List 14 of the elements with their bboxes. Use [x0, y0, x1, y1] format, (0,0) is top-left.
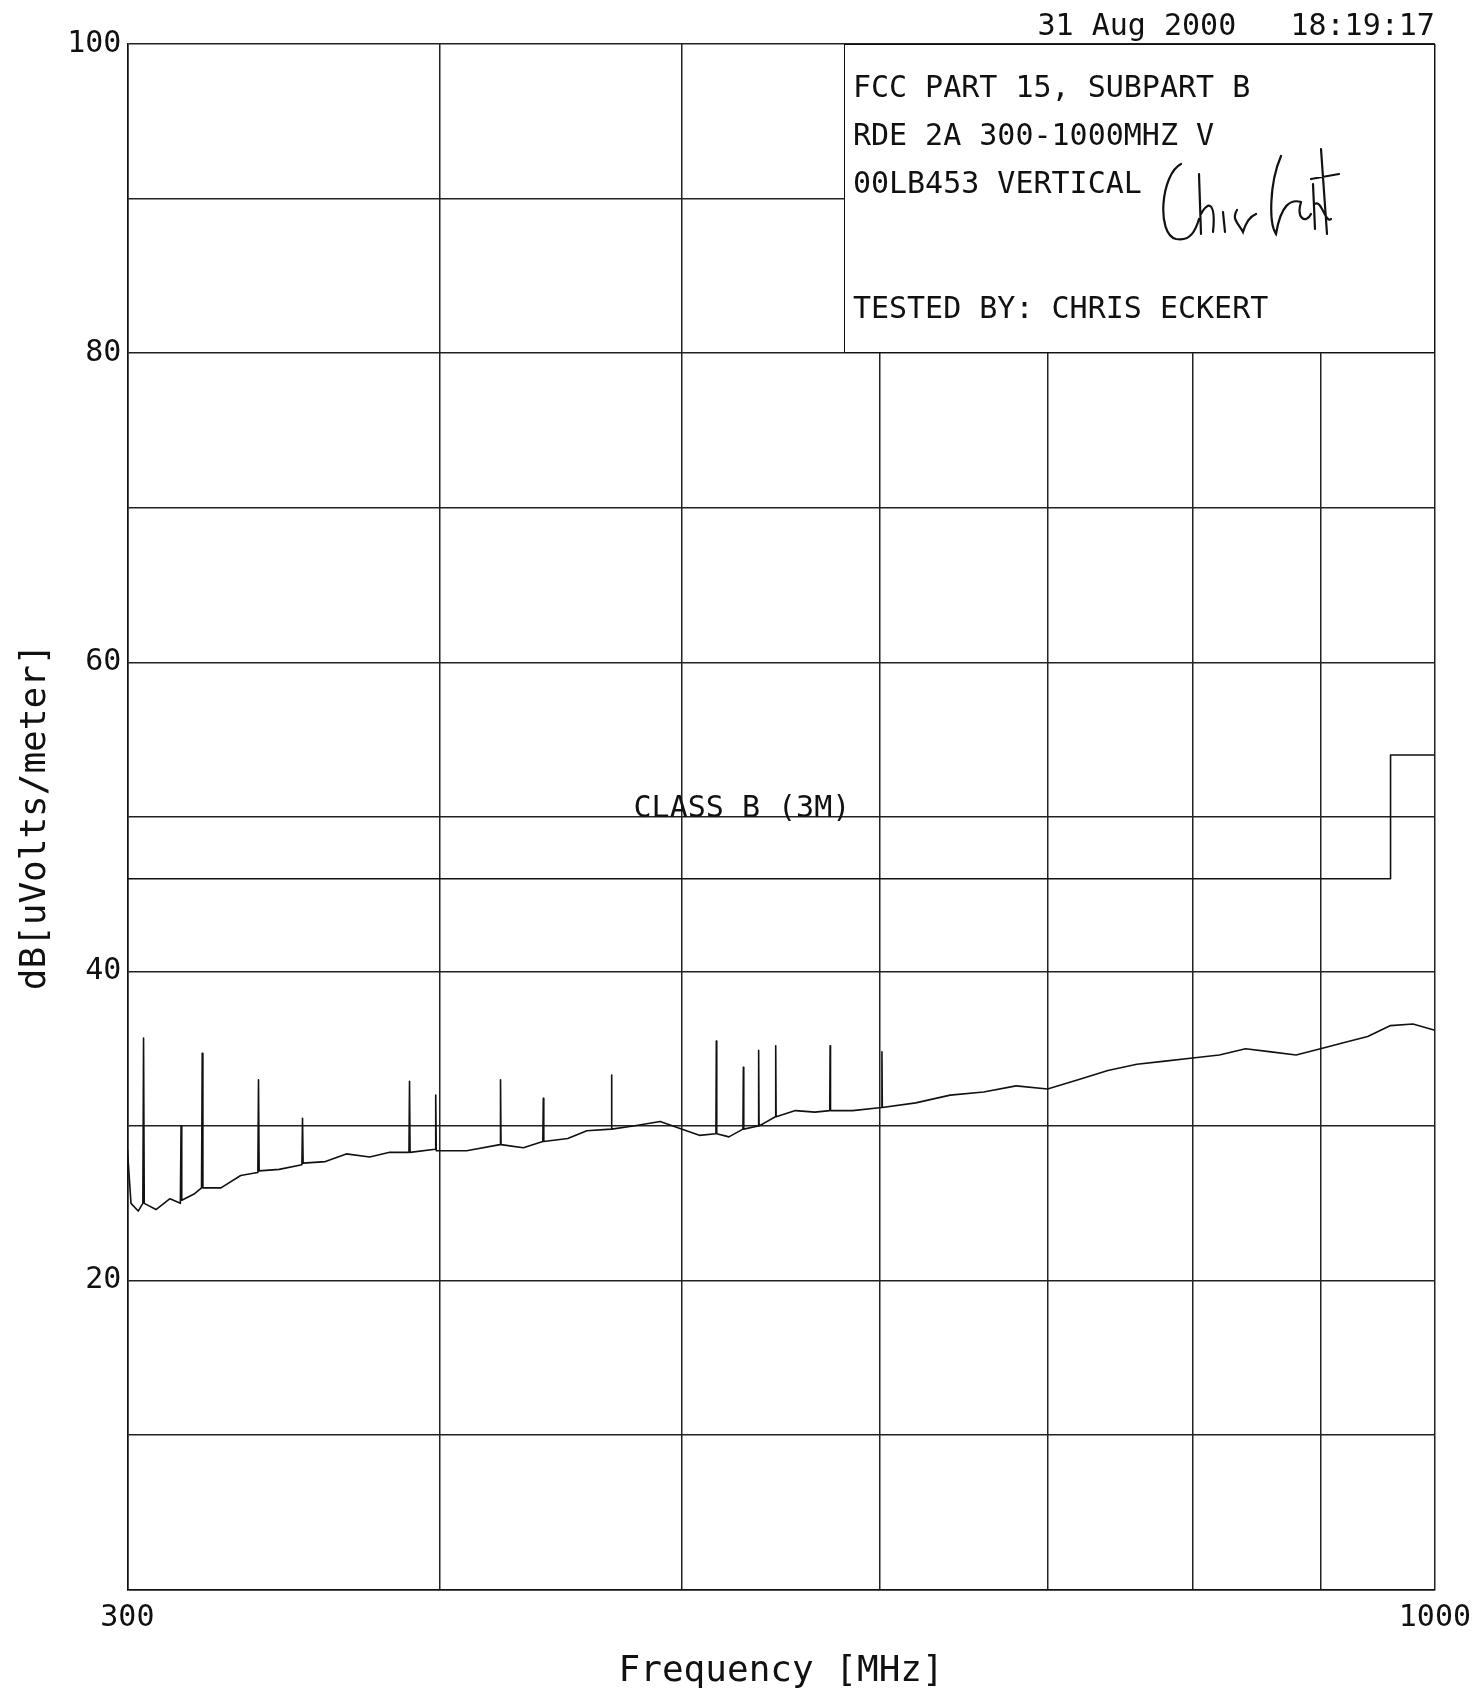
- y-tick-label: 80: [85, 332, 122, 368]
- x-tick-label: 1000: [1398, 1597, 1471, 1633]
- y-tick-label: 40: [85, 951, 122, 987]
- y-axis-title: dB[uVolts/meter]: [11, 643, 53, 991]
- annotation: RDE 2A 300-1000MHZ V: [852, 117, 1215, 152]
- y-tick-label: 100: [67, 23, 122, 59]
- y-tick-label: 20: [85, 1260, 122, 1296]
- x-axis-title: Frequency [MHz]: [618, 1647, 944, 1689]
- annotation: TESTED BY: CHRIS ECKERT: [852, 289, 1269, 325]
- text: 31 Aug 2000 18:19:17: [1037, 6, 1435, 42]
- x-tick-label: 300: [100, 1597, 155, 1633]
- annotation: 00LB453 VERTICAL: [852, 165, 1142, 200]
- annotation: FCC PART 15, SUBPART B: [852, 69, 1251, 104]
- y-tick-label: 60: [85, 642, 122, 678]
